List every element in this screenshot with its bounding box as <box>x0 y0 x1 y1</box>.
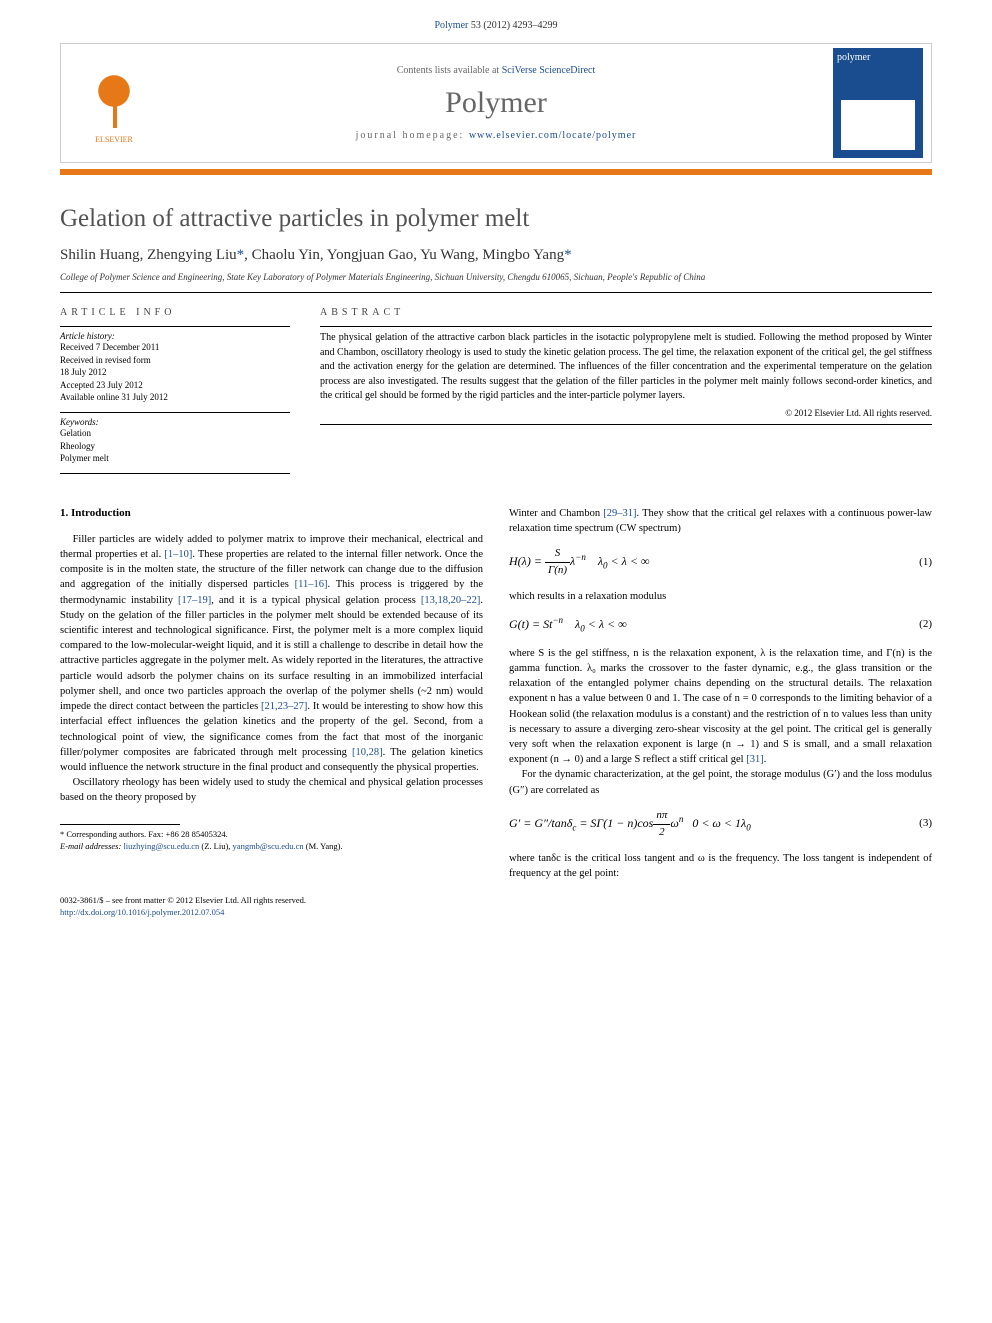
ref-1-10[interactable]: [1–10] <box>164 549 192 560</box>
corr-marker-1[interactable]: * <box>237 247 245 263</box>
col2-para-3: where S is the gel stiffness, n is the r… <box>509 646 932 768</box>
info-hr-1 <box>60 326 290 327</box>
ref-17-19[interactable]: [17–19] <box>178 595 211 606</box>
eq-num-2: (2) <box>919 617 932 633</box>
eq-num-1: (1) <box>919 555 932 571</box>
ref-11-16[interactable]: [11–16] <box>295 579 328 590</box>
abstract-text: The physical gelation of the attractive … <box>320 331 932 404</box>
abstract-hr-bottom <box>320 424 932 425</box>
sciencedirect-link[interactable]: SciVerse ScienceDirect <box>502 65 596 76</box>
equation-3: G′ = G″/tanδc = SΓ(1 − n)cosnπ2ωn 0 < ω … <box>509 808 751 841</box>
citation-vol-pages: 53 (2012) 4293–4299 <box>468 20 557 31</box>
abstract-block: ABSTRACT The physical gelation of the at… <box>320 307 932 478</box>
email-link-1[interactable]: liuzhying@scu.edu.cn <box>123 841 199 851</box>
divider-top <box>60 292 932 293</box>
col2-para-4: For the dynamic characterization, at the… <box>509 767 932 797</box>
top-citation: Polymer 53 (2012) 4293–4299 <box>60 20 932 31</box>
homepage-line: journal homepage: www.elsevier.com/locat… <box>159 130 833 141</box>
journal-name: Polymer <box>159 86 833 120</box>
journal-header-box: ELSEVIER Contents lists available at Sci… <box>60 43 932 163</box>
body-column-left: 1. Introduction Filler particles are wid… <box>60 506 483 881</box>
eq-num-3: (3) <box>919 816 932 832</box>
cover-label: polymer <box>837 52 870 63</box>
abstract-heading: ABSTRACT <box>320 307 932 318</box>
equation-3-row: G′ = G″/tanδc = SΓ(1 − n)cosnπ2ωn 0 < ω … <box>509 808 932 841</box>
contents-prefix: Contents lists available at <box>397 65 502 76</box>
article-info-heading: ARTICLE INFO <box>60 307 290 318</box>
col2-para-1: Winter and Chambon [29–31]. They show th… <box>509 506 932 536</box>
bottom-matter: 0032-3861/$ – see front matter © 2012 El… <box>60 895 932 919</box>
author-list: Shilin Huang, Zhengying Liu*, Chaolu Yin… <box>60 247 932 264</box>
ref-31[interactable]: [31] <box>746 754 764 765</box>
ref-13-22[interactable]: [13,18,20–22] <box>421 595 481 606</box>
body-column-right: Winter and Chambon [29–31]. They show th… <box>509 506 932 881</box>
keywords-text: Gelation Rheology Polymer melt <box>60 427 290 465</box>
elsevier-label: ELSEVIER <box>95 135 133 144</box>
article-info-block: ARTICLE INFO Article history: Received 7… <box>60 307 290 478</box>
elsevier-logo: ELSEVIER <box>69 53 159 153</box>
corr-marker-2[interactable]: * <box>564 247 572 263</box>
footnote-separator <box>60 824 180 825</box>
contents-line: Contents lists available at SciVerse Sci… <box>159 65 833 76</box>
doi-link[interactable]: http://dx.doi.org/10.1016/j.polymer.2012… <box>60 907 224 917</box>
elsevier-tree-icon <box>84 63 144 133</box>
issn-line: 0032-3861/$ – see front matter © 2012 El… <box>60 895 932 907</box>
ref-21-27[interactable]: [21,23–27] <box>261 701 307 712</box>
equation-2: G(t) = St−n λ0 < λ < ∞ <box>509 614 627 635</box>
info-hr-2 <box>60 412 290 413</box>
col2-para-2: which results in a relaxation modulus <box>509 589 932 604</box>
intro-para-2: Oscillatory rheology has been widely use… <box>60 775 483 805</box>
equation-1: H(λ) = SΓ(n)λ−n λ0 < λ < ∞ <box>509 546 649 579</box>
corresponding-note: * Corresponding authors. Fax: +86 28 854… <box>60 829 483 841</box>
citation-journal-link[interactable]: Polymer <box>434 20 468 31</box>
polymer-cover-thumbnail: polymer <box>833 48 923 158</box>
abstract-hr <box>320 326 932 327</box>
email-line: E-mail addresses: liuzhying@scu.edu.cn (… <box>60 841 483 853</box>
email-link-2[interactable]: yangmb@scu.edu.cn <box>233 841 304 851</box>
info-hr-3 <box>60 473 290 474</box>
homepage-prefix: journal homepage: <box>356 130 469 141</box>
history-text: Received 7 December 2011 Received in rev… <box>60 341 290 404</box>
abstract-copyright: © 2012 Elsevier Ltd. All rights reserved… <box>320 408 932 418</box>
article-title: Gelation of attractive particles in poly… <box>60 205 932 233</box>
homepage-link[interactable]: www.elsevier.com/locate/polymer <box>469 130 637 141</box>
ref-29-31[interactable]: [29–31] <box>603 508 636 519</box>
footnotes: * Corresponding authors. Fax: +86 28 854… <box>60 829 483 853</box>
ref-10-28[interactable]: [10,28] <box>352 747 383 758</box>
orange-divider-bar <box>60 169 932 175</box>
intro-para-1: Filler particles are widely added to pol… <box>60 532 483 776</box>
keywords-label: Keywords: <box>60 417 290 427</box>
intro-heading: 1. Introduction <box>60 506 483 522</box>
col2-para-5: where tanδc is the critical loss tangent… <box>509 851 932 881</box>
equation-2-row: G(t) = St−n λ0 < λ < ∞ (2) <box>509 614 932 635</box>
affiliation: College of Polymer Science and Engineeri… <box>60 272 932 282</box>
history-label: Article history: <box>60 331 290 341</box>
equation-1-row: H(λ) = SΓ(n)λ−n λ0 < λ < ∞ (1) <box>509 546 932 579</box>
